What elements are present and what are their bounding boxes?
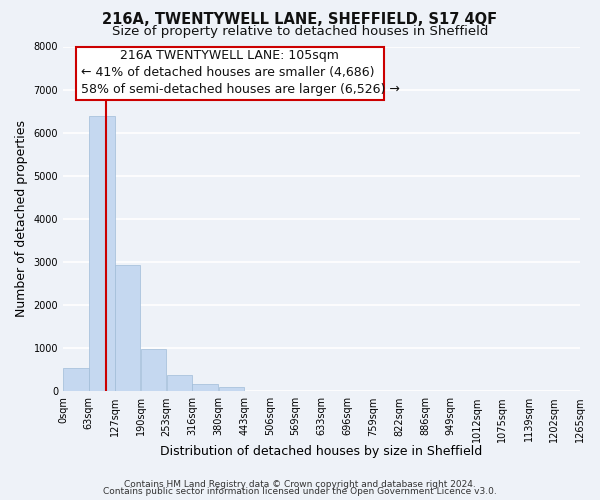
Text: 58% of semi-detached houses are larger (6,526) →: 58% of semi-detached houses are larger (…: [81, 82, 400, 96]
Bar: [167, 375, 192, 392]
Text: ← 41% of detached houses are smaller (4,686): ← 41% of detached houses are smaller (4,…: [81, 66, 374, 79]
Text: 216A TWENTYWELL LANE: 105sqm: 216A TWENTYWELL LANE: 105sqm: [121, 49, 339, 62]
X-axis label: Distribution of detached houses by size in Sheffield: Distribution of detached houses by size …: [160, 444, 482, 458]
Bar: [89, 116, 115, 392]
Bar: [115, 265, 140, 392]
FancyBboxPatch shape: [76, 46, 383, 100]
Y-axis label: Number of detached properties: Number of detached properties: [15, 120, 28, 318]
Text: Size of property relative to detached houses in Sheffield: Size of property relative to detached ho…: [112, 25, 488, 38]
Text: Contains public sector information licensed under the Open Government Licence v3: Contains public sector information licen…: [103, 487, 497, 496]
Text: Contains HM Land Registry data © Crown copyright and database right 2024.: Contains HM Land Registry data © Crown c…: [124, 480, 476, 489]
Bar: [63, 368, 89, 392]
Bar: [193, 384, 218, 392]
Bar: [218, 388, 244, 392]
Bar: [141, 349, 166, 392]
Text: 216A, TWENTYWELL LANE, SHEFFIELD, S17 4QF: 216A, TWENTYWELL LANE, SHEFFIELD, S17 4Q…: [103, 12, 497, 28]
